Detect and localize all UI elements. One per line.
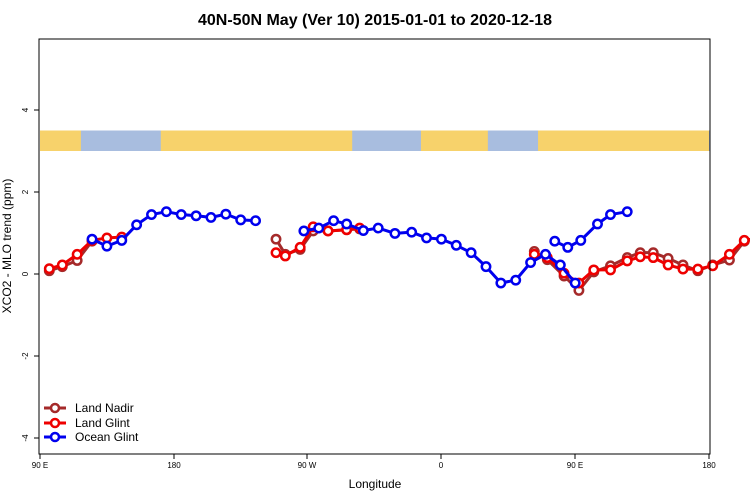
data-point-ocean-glint <box>450 239 462 251</box>
data-point-ocean-glint <box>116 234 128 246</box>
data-point-ocean-glint <box>175 209 187 221</box>
x-tick-label: 90 E <box>32 461 48 470</box>
data-point-ocean-glint <box>465 247 477 259</box>
legend-item-land-nadir: Land Nadir <box>44 401 134 415</box>
data-point-ocean-glint <box>160 206 172 218</box>
data-point-ocean-glint <box>101 240 113 252</box>
y-axis-label: XCO2 - MLO trend (ppm) <box>0 179 14 314</box>
map-land-0 <box>40 130 81 151</box>
data-point-land-glint <box>322 225 334 237</box>
x-axis-label: Longitude <box>349 477 402 491</box>
series-ocean-glint <box>86 206 633 289</box>
map-land-2 <box>420 130 488 151</box>
legend-marker-land-glint <box>49 417 61 429</box>
data-point-land-glint <box>56 259 68 271</box>
data-point-ocean-glint <box>406 226 418 238</box>
legend-marker-land-nadir <box>49 402 61 414</box>
data-point-land-glint <box>723 248 735 260</box>
data-point-land-glint <box>662 259 674 271</box>
legend-label-land-glint: Land Glint <box>75 416 130 430</box>
data-point-ocean-glint <box>220 208 232 220</box>
y-tick-label: 0 <box>21 271 30 276</box>
data-point-ocean-glint <box>421 232 432 244</box>
data-point-land-glint <box>270 247 282 259</box>
legend: Land Nadir Land Glint Ocean Glint <box>44 401 139 444</box>
plot-frame <box>38 38 711 455</box>
data-point-land-glint <box>71 248 83 260</box>
data-point-land-glint <box>588 264 600 276</box>
data-point-ocean-glint <box>480 261 492 273</box>
x-axis-ticks: 90 E 180 90 W 0 90 E 180 <box>32 454 716 470</box>
data-point-land-glint <box>294 241 306 253</box>
data-point-ocean-glint <box>575 234 587 246</box>
map-land-3 <box>538 130 709 151</box>
data-point-ocean-glint <box>357 225 369 236</box>
x-tick-label: 180 <box>702 461 716 470</box>
data-point-ocean-glint <box>372 222 384 234</box>
data-point-land-glint <box>634 251 646 263</box>
chart-title: 40N-50N May (Ver 10) 2015-01-01 to 2020-… <box>198 12 552 29</box>
data-point-ocean-glint <box>435 233 447 245</box>
data-point-ocean-glint <box>235 214 247 226</box>
data-point-ocean-glint <box>510 274 522 286</box>
data-point-ocean-glint <box>205 211 217 223</box>
data-point-ocean-glint <box>549 235 561 247</box>
data-point-land-glint <box>677 263 689 275</box>
data-point-land-nadir <box>270 233 282 245</box>
data-point-ocean-glint <box>569 277 581 289</box>
data-point-ocean-glint <box>313 222 325 234</box>
data-point-ocean-glint <box>131 219 143 231</box>
y-axis-ticks: -4 -2 0 2 4 <box>21 107 39 442</box>
data-point-ocean-glint <box>250 215 262 227</box>
world-map-strip <box>40 130 710 151</box>
legend-label-ocean-glint: Ocean Glint <box>75 430 139 444</box>
data-point-land-glint <box>621 255 633 267</box>
data-point-land-glint <box>707 260 719 272</box>
x-tick-label: 90 W <box>298 461 317 470</box>
legend-label-land-nadir: Land Nadir <box>75 401 134 415</box>
data-point-ocean-glint <box>389 227 401 239</box>
data-point-ocean-glint <box>562 241 574 253</box>
data-point-ocean-glint <box>592 218 603 230</box>
y-tick-label: 2 <box>21 189 30 194</box>
data-point-ocean-glint <box>86 233 98 245</box>
y-tick-label: -2 <box>21 352 30 360</box>
data-point-ocean-glint <box>554 259 566 271</box>
series-layer <box>43 206 750 296</box>
data-point-land-glint <box>279 250 291 262</box>
data-point-ocean-glint <box>605 209 616 221</box>
data-point-land-glint <box>692 263 704 275</box>
legend-item-ocean-glint: Ocean Glint <box>44 430 139 444</box>
series-line-ocean-glint <box>554 210 628 249</box>
data-point-land-glint <box>528 248 540 260</box>
series-line-land-nadir <box>48 240 94 273</box>
data-point-ocean-glint <box>621 206 633 218</box>
y-tick-label: -4 <box>21 434 30 442</box>
data-point-ocean-glint <box>328 215 340 227</box>
data-point-land-glint <box>647 252 659 264</box>
x-tick-label: 90 E <box>567 461 583 470</box>
data-point-ocean-glint <box>525 257 537 268</box>
data-point-land-glint <box>738 234 750 246</box>
legend-marker-ocean-glint <box>49 431 61 443</box>
data-point-land-glint <box>605 264 616 276</box>
data-point-land-glint <box>43 263 55 275</box>
data-point-ocean-glint <box>190 210 202 222</box>
data-point-ocean-glint <box>298 225 310 237</box>
legend-item-land-glint: Land Glint <box>44 416 130 430</box>
data-point-ocean-glint <box>495 277 507 289</box>
x-tick-label: 180 <box>167 461 181 470</box>
data-point-ocean-glint <box>341 218 353 230</box>
x-tick-label: 0 <box>439 461 444 470</box>
data-point-ocean-glint <box>540 248 551 260</box>
map-land-1 <box>160 130 353 151</box>
y-tick-label: 4 <box>21 107 30 112</box>
data-point-ocean-glint <box>146 209 157 221</box>
